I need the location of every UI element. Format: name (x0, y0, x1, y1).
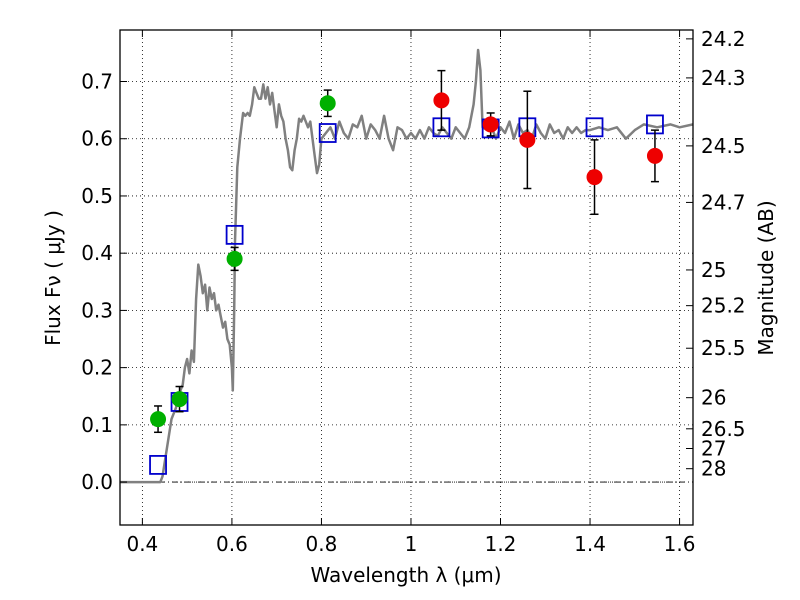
magnitude-tick-label: 25 (701, 258, 726, 282)
grid (120, 30, 693, 525)
magnitude-tick-label: 26 (701, 386, 726, 410)
x-tick-label: 1.2 (485, 532, 517, 556)
x-tick-label: 1.4 (574, 532, 606, 556)
y-tick-label: 0.7 (81, 70, 113, 94)
magnitude-tick-label: 24.7 (701, 190, 746, 214)
model-spectrum-line (120, 48, 694, 484)
y-tick-label: 0.5 (81, 184, 113, 208)
y-tick-label: 0.4 (81, 241, 113, 265)
magnitude-tick-label: 24.5 (701, 134, 746, 158)
green-data-point (150, 411, 167, 428)
axis-ticks (120, 30, 693, 525)
x-tick-label: 0.4 (126, 532, 158, 556)
green-data-point (171, 391, 188, 408)
model-box (225, 224, 244, 245)
model-box (149, 455, 167, 475)
green-data-point (226, 250, 243, 267)
photometry-points (150, 92, 663, 428)
red-data-point (646, 147, 663, 164)
y-tick-label: 0.3 (81, 298, 113, 322)
magnitude-tick-label: 24.2 (701, 27, 746, 51)
y-tick-label: 0.1 (81, 413, 113, 437)
red-data-point (519, 131, 536, 148)
error-bars (154, 69, 659, 434)
x-tick-label: 1 (405, 532, 418, 556)
red-data-point (586, 169, 603, 186)
model-spectrum-path (120, 48, 694, 484)
red-data-point (482, 116, 499, 133)
y-axis-label: Flux Fν ( μJy ) (41, 210, 65, 346)
plot-frame (119, 29, 694, 526)
model-box-markers (149, 114, 664, 475)
y2-axis-label: Magnitude (AB) (754, 200, 778, 355)
magnitude-tick-label: 25.2 (701, 294, 746, 318)
magnitude-tick-label: 28 (701, 457, 726, 481)
green-data-point (319, 95, 336, 112)
y-tick-label: 0.0 (81, 470, 113, 494)
y-tick-label: 0.2 (81, 356, 113, 380)
y-tick-labels: 0.0 0.1 0.2 0.3 0.4 0.5 0.6 0.7 (81, 70, 113, 495)
y-tick-label: 0.6 (81, 127, 113, 151)
model-box (318, 123, 337, 143)
red-data-point (433, 92, 450, 109)
x-tick-label: 1.6 (664, 532, 696, 556)
x-tick-labels: 0.4 0.6 0.8 1 1.2 1.4 1.6 (126, 532, 695, 556)
magnitude-tick-label: 26.5 (701, 417, 746, 441)
magnitude-tick-label: 25.5 (701, 336, 746, 360)
x-axis-label: Wavelength λ (μm) (310, 563, 501, 587)
magnitude-tick-label: 27 (701, 436, 726, 460)
magnitude-tick-label: 24.3 (701, 66, 746, 90)
x-tick-label: 0.8 (306, 532, 338, 556)
model-box (585, 117, 604, 138)
x-tick-label: 0.6 (216, 532, 248, 556)
